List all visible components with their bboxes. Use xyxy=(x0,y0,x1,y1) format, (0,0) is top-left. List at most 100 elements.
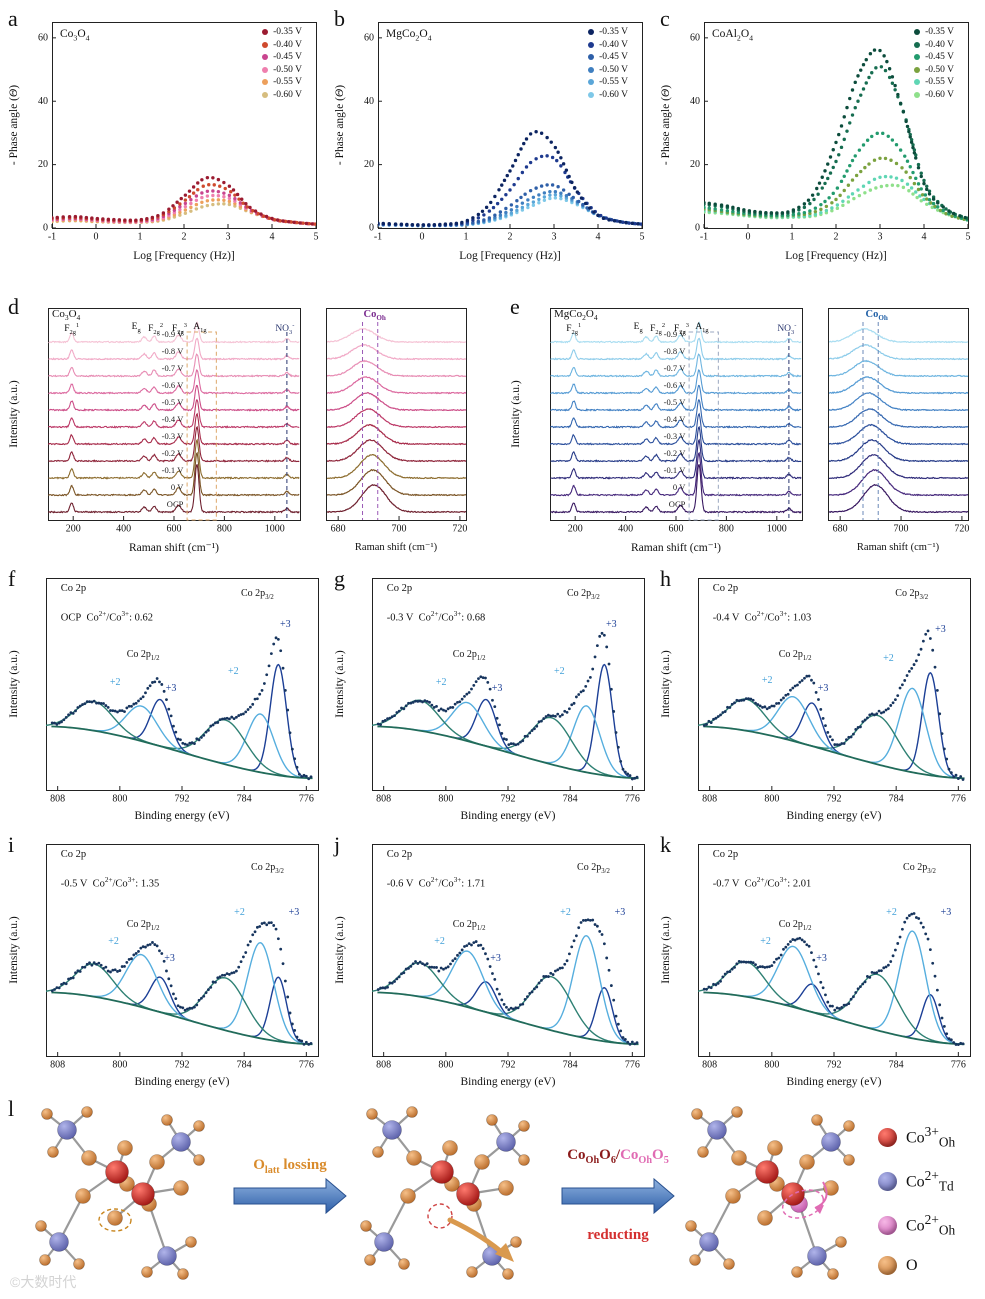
x-axis-label: Binding energy (eV) xyxy=(134,810,230,822)
panel-c: c CoAl2O4 Log [Frequency (Hz)] - Phase ang… xyxy=(658,6,978,268)
row-xps-1: f Co 2p OCP Co2+/Co3+: 0.62 Co 2p3/2 +3 Co 2… xyxy=(6,566,978,828)
chart-canvas-e xyxy=(508,298,808,560)
legend-item: -0.35 V xyxy=(588,27,628,37)
peak-label: F2g3 xyxy=(674,322,690,337)
y-axis-label: Intensity (a.u.) xyxy=(510,380,522,448)
x-axis-label: Binding energy (eV) xyxy=(460,810,556,822)
peak-annotation: +2 xyxy=(434,936,445,948)
panel-letter-a: a xyxy=(8,6,18,31)
legend-label: -0.50 V xyxy=(599,64,628,75)
oxygen-leaving-arrow xyxy=(447,1217,509,1259)
structure-legend-label: Co2+Td xyxy=(906,1168,954,1194)
peak-label: NO3- xyxy=(777,322,797,337)
chart-title: Co3O4 xyxy=(60,28,90,43)
peak-annotation: +2 xyxy=(108,936,119,948)
y-axis-label: Intensity (a.u.) xyxy=(334,650,346,718)
peak-annotation: Co 2p1/2 xyxy=(778,919,812,933)
peak-annotation: +2 xyxy=(560,906,571,918)
legend-label: -0.35 V xyxy=(599,27,628,37)
legend-label: -0.55 V xyxy=(925,77,954,87)
legend-item: -0.50 V xyxy=(588,65,628,75)
peak-annotation: +3 xyxy=(935,623,946,635)
legend-marker-icon xyxy=(262,29,269,35)
legend-item: -0.35 V xyxy=(262,27,302,37)
x-axis-label: Log [Frequency (Hz)] xyxy=(133,250,235,262)
x-axis-label: Binding energy (eV) xyxy=(134,1076,230,1088)
peak-annotation: +2 xyxy=(227,666,239,678)
legend-label: -0.45 V xyxy=(273,52,302,62)
legend-label: -0.55 V xyxy=(273,77,302,87)
panel-letter-l: l xyxy=(8,1096,15,1121)
chart-title: Co 2p xyxy=(60,583,87,595)
legend-marker-icon xyxy=(262,91,269,98)
legend-label: -0.40 V xyxy=(599,39,628,50)
peak-annotation: +2 xyxy=(760,936,771,948)
y-axis-label: - Phase angle (Θ) xyxy=(8,84,20,166)
peak-annotation: Co 2p1/2 xyxy=(778,649,812,663)
panel-letter-f: f xyxy=(8,566,16,591)
peak-annotation: Co 2p1/2 xyxy=(452,649,486,663)
legend-item: -0.60 V xyxy=(914,90,954,100)
peak-annotation: Co 2p1/2 xyxy=(126,919,160,933)
peak-annotation: +3 xyxy=(614,906,626,918)
chart-canvas-f xyxy=(6,570,326,828)
row-bode: a Co3O4 Log [Frequency (Hz)] - Phase angle… xyxy=(6,6,978,268)
structure-legend-item: O xyxy=(878,1256,918,1275)
y-axis-label: Intensity (a.u.) xyxy=(8,916,20,984)
chart-title: Co 2p xyxy=(712,849,739,861)
y-axis-label: - Phase angle (Θ) xyxy=(660,84,672,166)
chart-canvas-ez xyxy=(818,298,976,560)
peak-label: Eg xyxy=(633,322,643,334)
peak-annotation: +3 xyxy=(164,953,175,965)
structure-legend-item: Co2+Td xyxy=(878,1168,954,1195)
chart-title: Co3O4 xyxy=(52,308,81,323)
panel-i: i Co 2p -0.5 V Co2+/Co3+: 1.35 Co 2p3/2 +3 C… xyxy=(6,832,326,1094)
watermark: ©大数时代 xyxy=(10,1274,77,1290)
chart-title: Co 2p xyxy=(712,583,739,595)
chart-canvas-k xyxy=(658,836,978,1094)
peak-annotation: +3 xyxy=(288,906,300,918)
x-axis-label: Binding energy (eV) xyxy=(460,1076,556,1088)
panel-h: h Co 2p -0.4 V Co2+/Co3+: 1.03 Co 2p3/2 +3 C… xyxy=(658,566,978,828)
legend-label: -0.60 V xyxy=(925,89,954,100)
peak-annotation: Co 2p3/2 xyxy=(577,862,610,876)
process-arrow-1 xyxy=(233,1177,347,1215)
panel-letter-i: i xyxy=(8,832,15,857)
condition-label: -0.4 V Co2+/Co3+: 1.03 xyxy=(712,609,812,624)
legend-marker-icon xyxy=(588,79,595,85)
legend-marker-icon xyxy=(914,79,921,85)
legend-marker-icon xyxy=(914,91,921,98)
structure-legend-label: Co2+Oh xyxy=(906,1212,956,1238)
legend-item: -0.50 V xyxy=(262,65,302,75)
panel-e-zoom: CoOh Raman shift (cm⁻¹) xyxy=(818,298,976,560)
chart-title: MgCo2O4 xyxy=(386,28,432,43)
panel-a: a Co3O4 Log [Frequency (Hz)] - Phase angle… xyxy=(6,6,326,268)
legend-item: -0.55 V xyxy=(588,77,628,87)
spinel-cluster-2 xyxy=(360,1106,530,1280)
row-raman: d Co3O4 F2g1 Eg F2g2 F2g3 A1g NO3- Raman shift … xyxy=(6,294,976,560)
lattice-oxygen-highlight xyxy=(98,1208,132,1232)
peak-annotation: +3 xyxy=(490,953,501,965)
legend-label: -0.40 V xyxy=(273,39,302,50)
peak-annotation: +2 xyxy=(109,676,121,688)
peak-annotation: Co 2p1/2 xyxy=(452,919,486,933)
peak-annotation: +3 xyxy=(816,953,827,965)
condition-label: OCP Co2+/Co3+: 0.62 xyxy=(60,609,153,624)
legend-marker-icon xyxy=(588,54,595,60)
peak-annotation: +3 xyxy=(165,683,177,694)
x-axis-label: Raman shift (cm⁻¹) xyxy=(856,542,940,553)
x-axis-label: Binding energy (eV) xyxy=(786,1076,882,1088)
atom-sphere-icon xyxy=(878,1215,897,1235)
legend-item: -0.40 V xyxy=(262,40,302,50)
peak-annotation: Co 2p3/2 xyxy=(251,862,284,876)
legend-marker-icon xyxy=(262,41,269,48)
peak-annotation: Co 2p1/2 xyxy=(126,649,160,663)
panel-g: g Co 2p -0.3 V Co2+/Co3+: 0.68 Co 2p3/2 +3 C… xyxy=(332,566,652,828)
condition-label: -0.3 V Co2+/Co3+: 0.68 xyxy=(386,609,486,624)
x-axis-label: Raman shift (cm⁻¹) xyxy=(354,542,438,553)
peak-label: F2g1 xyxy=(566,322,582,337)
legend-label: -0.45 V xyxy=(925,52,954,62)
peak-annotation: Co 2p3/2 xyxy=(566,587,600,601)
chart-canvas-d xyxy=(6,298,306,560)
row-xps-2: i Co 2p -0.5 V Co2+/Co3+: 1.35 Co 2p3/2 +3 C… xyxy=(6,832,978,1094)
